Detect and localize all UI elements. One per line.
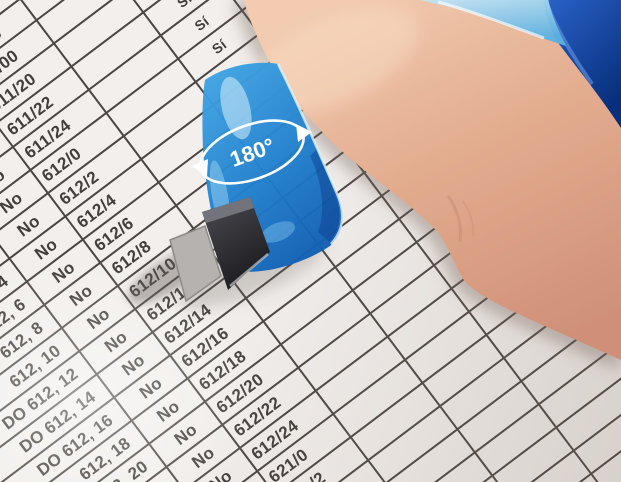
- rotated-table: 611/18611/00611/20No611/22SíNo611/24SíNo…: [0, 0, 621, 482]
- photo-scene: 611/18611/00611/20No611/22SíNo611/24SíNo…: [0, 0, 621, 482]
